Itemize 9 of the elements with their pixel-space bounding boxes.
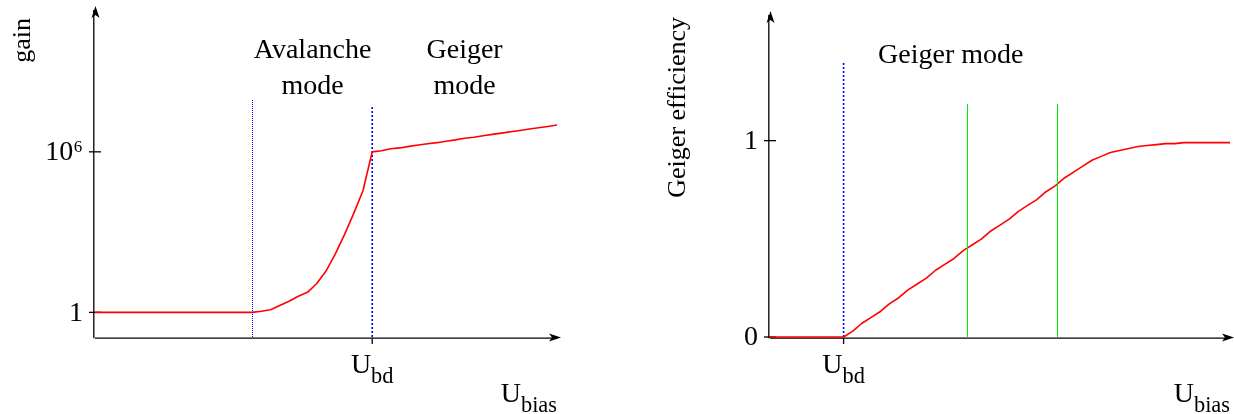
annotation: Geiger mode	[878, 38, 1024, 69]
y-tick-label: 1	[744, 124, 758, 156]
y-tick-label: 0	[744, 320, 758, 352]
y-axis-title: Geiger efficiency	[662, 16, 691, 198]
annotation: Geiger mode	[426, 33, 504, 100]
y-axis-title: gain	[7, 18, 36, 63]
y-tick-label: 10⁶	[45, 135, 83, 167]
y-tick-label: 1	[69, 295, 83, 327]
annotation: Avalanche mode	[253, 33, 372, 100]
